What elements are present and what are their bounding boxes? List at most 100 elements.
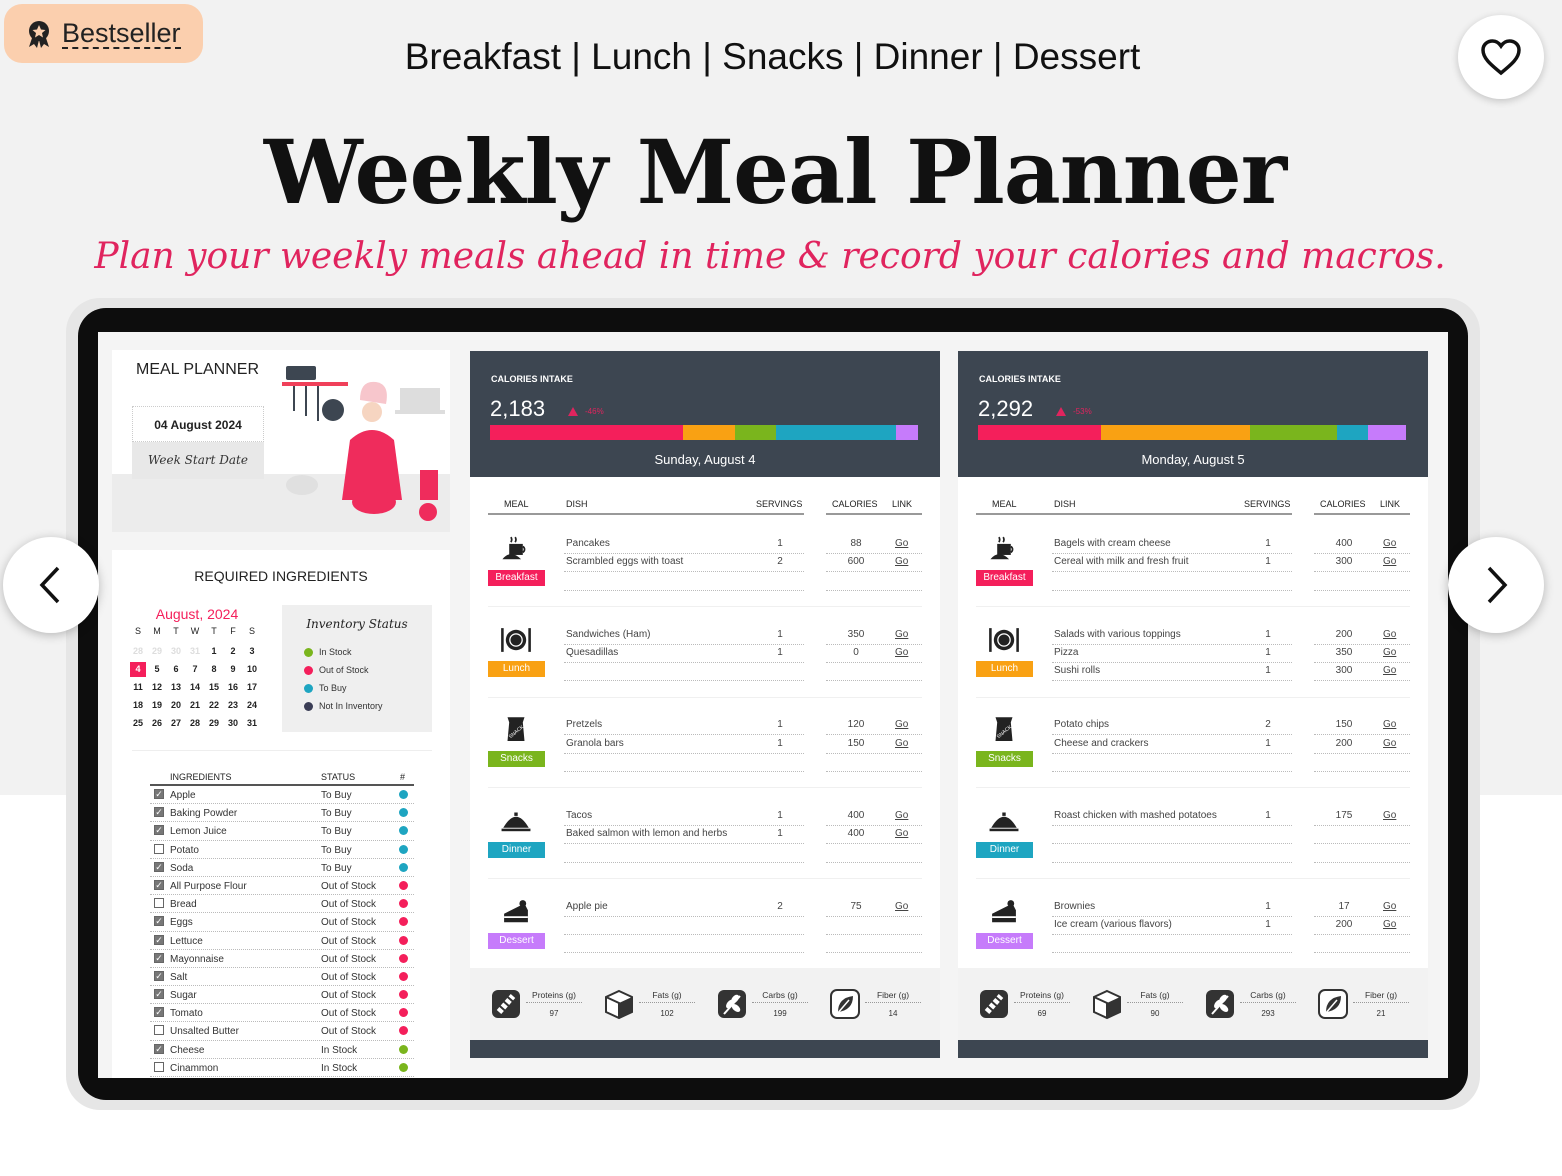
ingredient-status[interactable]: To Buy	[321, 862, 352, 874]
previous-button[interactable]	[3, 537, 99, 633]
calendar-day[interactable]: 19	[151, 700, 162, 710]
calendar-day[interactable]: 23	[227, 700, 238, 710]
calendar-day[interactable]: 28	[132, 646, 143, 656]
calendar-day[interactable]: 15	[208, 682, 219, 692]
calendar-day[interactable]: 14	[189, 682, 200, 692]
recipe-link[interactable]: Go	[895, 719, 909, 731]
meal-label: Lunch	[976, 660, 1033, 677]
calendar-day[interactable]: 27	[170, 718, 181, 728]
recipe-link[interactable]: Go	[895, 828, 909, 840]
ingredient-checkbox[interactable]: ✓	[154, 1043, 164, 1054]
ingredient-name: Cheese	[170, 1044, 205, 1056]
recipe-link[interactable]: Go	[1383, 556, 1397, 568]
calendar-day[interactable]: 6	[173, 664, 179, 674]
calendar-day[interactable]: 25	[132, 718, 143, 728]
ingredient-status[interactable]: Out of Stock	[321, 1008, 377, 1020]
ingredient-checkbox[interactable]: ✓	[154, 789, 164, 799]
ingredient-checkbox[interactable]: ✓	[154, 934, 164, 945]
recipe-link[interactable]: Go	[895, 556, 909, 568]
calendar-day[interactable]: 13	[170, 682, 181, 692]
calendar-day[interactable]: 26	[151, 718, 162, 728]
ingredient-checkbox[interactable]: ✓	[154, 807, 164, 818]
ingredient-status[interactable]: Out of Stock	[321, 953, 377, 965]
recipe-link[interactable]: Go	[1383, 646, 1397, 658]
calendar-day[interactable]: 9	[230, 664, 236, 674]
calendar-day[interactable]: 7	[192, 664, 198, 674]
recipe-link[interactable]: Go	[895, 538, 909, 549]
calendar-day[interactable]: 18	[132, 700, 143, 710]
ingredient-status[interactable]: Out of Stock	[321, 935, 377, 947]
ingredient-checkbox[interactable]: ✓	[154, 825, 164, 836]
ingredient-checkbox[interactable]	[154, 898, 164, 909]
ingredient-checkbox[interactable]	[154, 843, 164, 854]
recipe-link[interactable]: Go	[895, 900, 909, 912]
recipe-link[interactable]: Go	[895, 628, 909, 640]
dish-name: Granola bars	[566, 737, 624, 749]
ingredient-name: Lettuce	[170, 935, 203, 947]
favorite-button[interactable]	[1458, 15, 1544, 99]
weekday-label: W	[190, 626, 200, 636]
divider	[1314, 952, 1410, 954]
calendar-day[interactable]: 29	[208, 718, 219, 728]
calendar-day[interactable]: 30	[227, 718, 238, 728]
dish-servings: 1	[1265, 538, 1271, 549]
ingredient-checkbox[interactable]	[154, 1061, 164, 1072]
ingredient-status[interactable]: In Stock	[321, 1044, 358, 1056]
ingredient-checkbox[interactable]: ✓	[154, 1007, 164, 1018]
recipe-link[interactable]: Go	[895, 810, 909, 822]
recipe-link[interactable]: Go	[1383, 538, 1397, 549]
ingredient-checkbox[interactable]: ✓	[154, 989, 164, 1000]
ingredient-status[interactable]: To Buy	[321, 808, 352, 820]
calendar-day[interactable]: 11	[133, 682, 143, 692]
ingredient-status[interactable]: Out of Stock	[321, 917, 377, 929]
calendar-day[interactable]: 1	[211, 646, 217, 656]
ingredient-checkbox[interactable]: ✓	[154, 861, 164, 872]
ingredient-checkbox[interactable]: ✓	[154, 970, 164, 981]
calendar-day[interactable]: 31	[246, 718, 257, 728]
ingredient-status[interactable]: To Buy	[321, 826, 352, 838]
calendar-day[interactable]: 24	[246, 700, 257, 710]
next-button[interactable]	[1448, 537, 1544, 633]
column-header-meal: MEAL	[504, 499, 529, 509]
ingredient-checkbox[interactable]: ✓	[154, 952, 164, 963]
ingredient-checkbox[interactable]: ✓	[154, 879, 164, 890]
ingredient-status[interactable]: To Buy	[321, 790, 352, 801]
calendar-day[interactable]: 8	[211, 664, 217, 674]
calendar-day[interactable]: 22	[208, 700, 219, 710]
week-start-date[interactable]: 04 August 2024	[132, 406, 264, 442]
ingredient-status[interactable]: Out of Stock	[321, 880, 377, 892]
recipe-link[interactable]: Go	[1383, 810, 1397, 822]
recipe-link[interactable]: Go	[1383, 719, 1397, 731]
calendar-day[interactable]: 20	[170, 700, 181, 710]
calendar-day[interactable]: 16	[227, 682, 238, 692]
ingredient-checkbox[interactable]	[154, 1025, 164, 1036]
ingredient-status[interactable]: Out of Stock	[321, 990, 377, 1002]
calendar-day[interactable]: 2	[230, 646, 236, 656]
calendar-day[interactable]: 17	[246, 682, 257, 692]
ingredient-checkbox[interactable]: ✓	[154, 916, 164, 927]
ingredient-status[interactable]: Out of Stock	[321, 1026, 377, 1038]
calendar-day[interactable]: 30	[170, 646, 181, 656]
recipe-link[interactable]: Go	[895, 737, 909, 749]
recipe-link[interactable]: Go	[1383, 737, 1397, 749]
calendar-day[interactable]: 28	[189, 718, 200, 728]
recipe-link[interactable]: Go	[1383, 919, 1397, 931]
recipe-link[interactable]: Go	[1383, 665, 1397, 677]
calendar-day[interactable]: 29	[151, 646, 162, 656]
calendar-day-selected[interactable]: 4	[130, 662, 146, 677]
ingredient-status[interactable]: To Buy	[321, 844, 352, 856]
calendar-day[interactable]: 31	[189, 646, 200, 656]
ingredient-status[interactable]: Out of Stock	[321, 899, 377, 911]
divider	[1314, 661, 1410, 663]
calendar-day[interactable]: 21	[189, 700, 200, 710]
divider	[826, 770, 922, 772]
calendar-day[interactable]: 12	[151, 682, 162, 692]
recipe-link[interactable]: Go	[1383, 900, 1397, 912]
calendar-day[interactable]: 10	[246, 664, 257, 674]
recipe-link[interactable]: Go	[895, 646, 909, 658]
calendar-day[interactable]: 3	[249, 646, 255, 656]
calendar-day[interactable]: 5	[154, 664, 160, 674]
ingredient-status[interactable]: Out of Stock	[321, 971, 377, 983]
ingredient-status[interactable]: In Stock	[321, 1062, 358, 1074]
recipe-link[interactable]: Go	[1383, 628, 1397, 640]
